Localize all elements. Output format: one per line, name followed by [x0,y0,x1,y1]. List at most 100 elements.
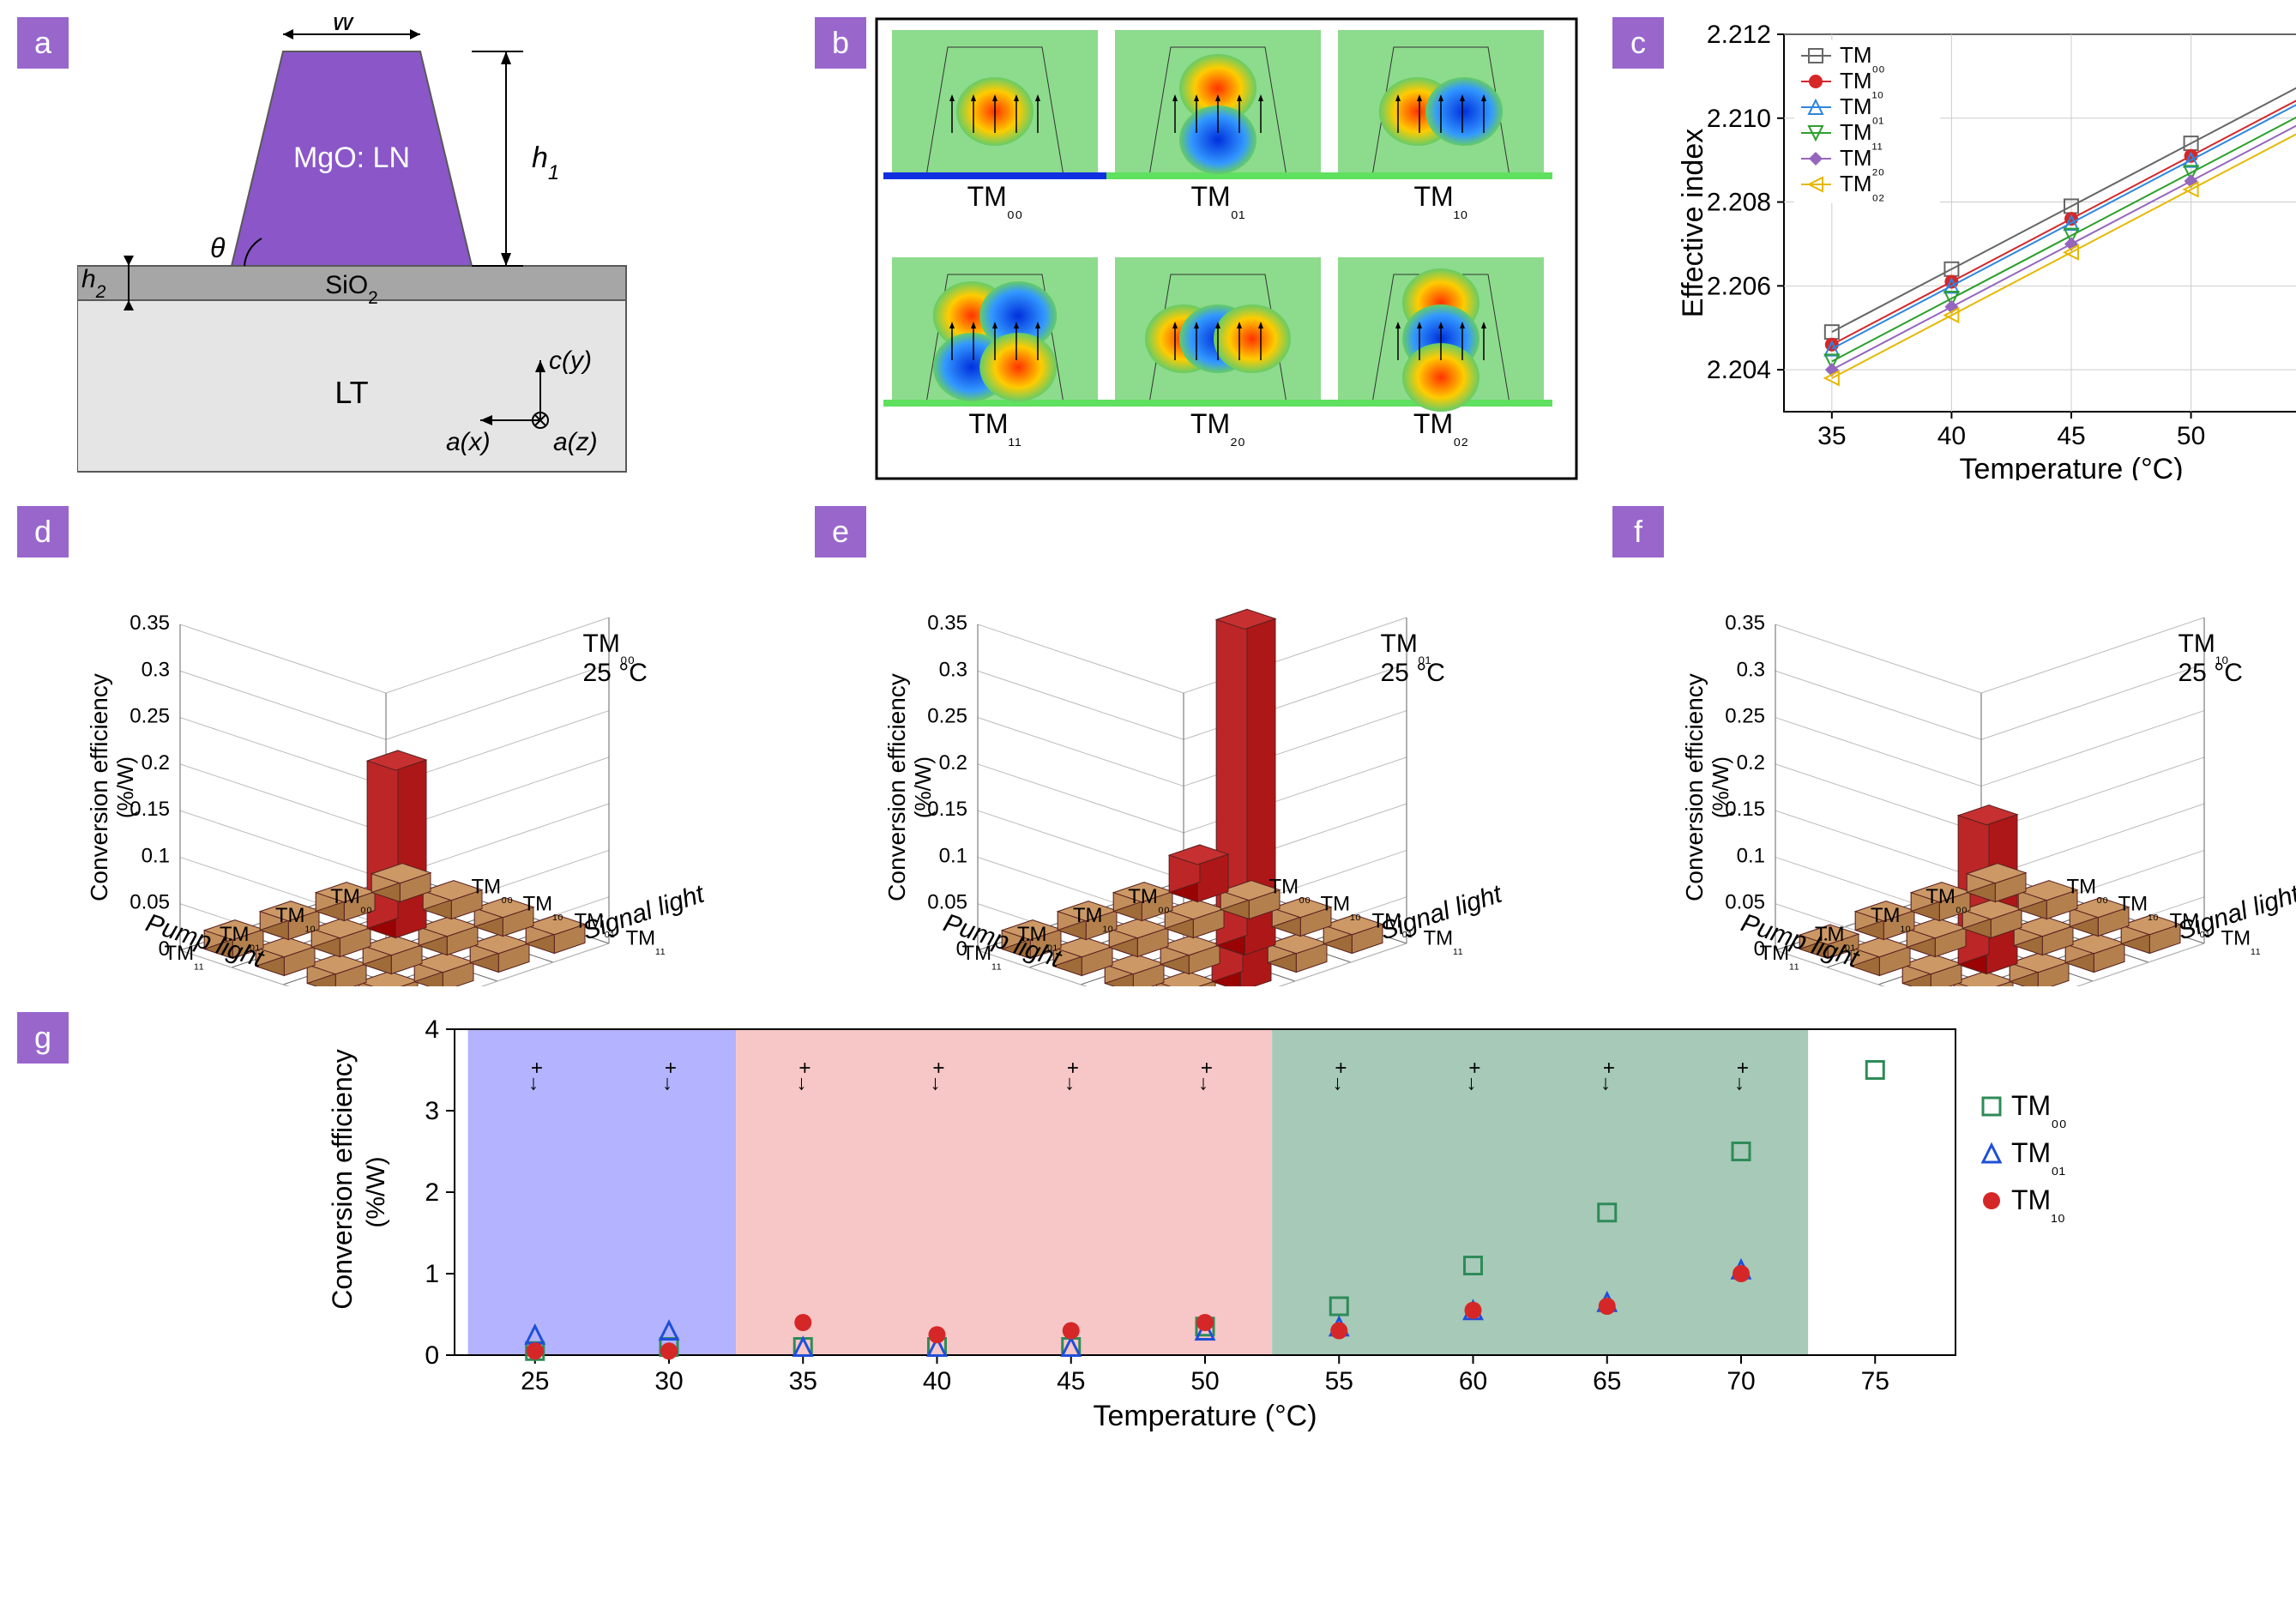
svg-text:2: 2 [425,1178,439,1207]
svg-text:3: 3 [425,1097,439,1125]
panel-label-c: c [1612,17,1664,69]
svg-text:0.3: 0.3 [1737,658,1765,681]
svg-text:+→: +→ [1731,1062,1754,1094]
svg-text:25: 25 [521,1367,549,1395]
svg-text:0.3: 0.3 [142,658,170,681]
svg-text:LT: LT [334,375,368,410]
svg-text:25 °C: 25 °C [583,659,648,687]
panel-e: e 00.050.10.150.20.250.30.35TM₀₀TM₀₀TM₁₀… [815,506,1578,986]
panel-label-f: f [1612,506,1664,557]
panel-f: f 00.050.10.150.20.250.30.35TM₀₀TM₀₀TM₁₀… [1612,506,2296,986]
svg-text:+→: +→ [1061,1062,1084,1094]
svg-text:45: 45 [1057,1367,1085,1395]
svg-text:0.35: 0.35 [927,612,967,635]
svg-text:60: 60 [1459,1367,1487,1395]
svg-text:40: 40 [923,1367,951,1395]
svg-text:h1: h1 [532,142,559,184]
panel-label-e: e [815,506,866,557]
svg-text:TM₀₁: TM₀₁ [2011,1137,2065,1178]
svg-text:55: 55 [1325,1367,1353,1395]
svg-text:50: 50 [1190,1367,1219,1395]
panel-label-b: b [815,17,866,69]
svg-text:w: w [333,17,356,37]
svg-text:TM₂₀: TM₂₀ [1190,408,1245,449]
svg-text:Conversion efficiency: Conversion efficiency [327,1049,358,1310]
svg-text:35: 35 [789,1367,817,1395]
svg-text:25 °C: 25 °C [2178,659,2243,687]
svg-text:25 °C: 25 °C [1381,659,1445,687]
bar3d-e: 00.050.10.150.20.250.30.35TM₀₀TM₀₀TM₁₀TM… [875,506,1578,986]
panel-label-g: g [17,1012,69,1064]
svg-text:45: 45 [2057,422,2085,450]
svg-text:0: 0 [425,1341,439,1370]
svg-text:75: 75 [1861,1367,1889,1395]
svg-text:a(x): a(x) [446,428,491,456]
svg-text:2.206: 2.206 [1707,272,1771,300]
bar3d-d: 00.050.10.150.20.250.30.35TM₀₀TM₀₀TM₁₀TM… [77,506,780,986]
svg-text:(%/W): (%/W) [112,756,138,818]
svg-text:Pump light: Pump light [940,908,1066,973]
effective-index-chart: 35404550552.2042.2062.2082.2102.212Tempe… [1672,17,2296,480]
svg-text:2.208: 2.208 [1707,189,1771,217]
svg-text:+→: +→ [792,1062,816,1094]
svg-text:0.1: 0.1 [1737,844,1765,867]
svg-text:2.204: 2.204 [1707,356,1771,384]
svg-text:+→: +→ [659,1062,682,1094]
svg-text:2.212: 2.212 [1707,21,1771,49]
svg-text:TM₁₁: TM₁₁ [968,408,1021,449]
svg-text:Conversion efficiency: Conversion efficiency [883,673,910,901]
svg-text:0.35: 0.35 [130,612,170,635]
svg-text:50: 50 [2177,422,2205,450]
svg-text:TM₁₀: TM₁₀ [1413,181,1467,221]
svg-text:MgO: LN: MgO: LN [293,142,410,174]
svg-text:TM₁₀: TM₁₀ [2011,1184,2065,1225]
svg-text:4: 4 [425,1015,439,1044]
svg-text:Temperature (°C): Temperature (°C) [1093,1400,1317,1432]
svg-text:70: 70 [1727,1367,1755,1395]
svg-text:+→: +→ [1329,1062,1352,1094]
svg-text:0.1: 0.1 [142,844,170,867]
svg-text:Pump light: Pump light [1738,908,1864,973]
panel-d: d 00.050.10.150.20.250.30.35TM₀₀TM₀₀TM₁₀… [17,506,780,986]
panel-b: b TM₀₀TM₀₁TM₁₀TM₁₁TM₂₀TM₀₂ [815,17,1578,480]
svg-text:0.1: 0.1 [939,844,967,867]
svg-text:Temperature (°C): Temperature (°C) [1959,453,2183,480]
panel-a: a wh1θh2MgO: LNSiO2LTc(y)a(x)a(z) [17,17,780,480]
svg-text:TM₀₁: TM₀₁ [1190,181,1244,221]
svg-text:TM₀₂: TM₀₂ [1413,408,1468,449]
svg-text:2.210: 2.210 [1707,105,1771,133]
svg-text:0.3: 0.3 [939,658,967,681]
svg-text:Effective index: Effective index [1677,129,1709,318]
svg-text:+→: +→ [1597,1062,1620,1094]
svg-text:1: 1 [425,1260,439,1288]
svg-text:a(z): a(z) [553,428,598,456]
svg-text:+→: +→ [1463,1062,1486,1094]
waveguide-cross-section: wh1θh2MgO: LNSiO2LTc(y)a(x)a(z) [77,17,695,480]
bar3d-f: 00.050.10.150.20.250.30.35TM₀₀TM₀₀TM₁₀TM… [1672,506,2296,986]
svg-text:Pump light: Pump light [142,908,268,973]
temperature-efficiency-chart: 25 30 35 40 45 50 55 60 65 70 75 0 1 2 3 4 Temperature (… [283,1012,2170,1441]
svg-text:+→: +→ [525,1062,548,1094]
svg-text:0.25: 0.25 [927,705,967,728]
svg-text:TM₀₀: TM₀₀ [2011,1090,2067,1130]
svg-text:0.25: 0.25 [1725,705,1765,728]
svg-text:+→: +→ [927,1062,950,1094]
svg-text:(%/W): (%/W) [1708,756,1733,818]
mode-profiles: TM₀₀TM₀₁TM₁₀TM₁₁TM₂₀TM₀₂ [875,17,1578,480]
svg-text:0.2: 0.2 [1737,751,1765,774]
svg-text:(%/W): (%/W) [362,1156,390,1227]
svg-text:+→: +→ [1195,1062,1218,1094]
svg-text:Conversion efficiency: Conversion efficiency [1681,673,1708,901]
svg-text:35: 35 [1817,422,1846,450]
svg-text:65: 65 [1593,1367,1621,1395]
panel-label-a: a [17,17,69,69]
svg-text:Conversion efficiency: Conversion efficiency [86,673,112,901]
svg-text:c(y): c(y) [549,347,592,375]
panel-c: c 35404550552.2042.2062.2082.2102.212Tem… [1612,17,2296,480]
svg-text:30: 30 [654,1367,683,1395]
svg-text:(%/W): (%/W) [910,756,936,818]
svg-text:0.35: 0.35 [1725,612,1765,635]
svg-text:0.25: 0.25 [130,705,170,728]
svg-text:0.2: 0.2 [939,751,967,774]
panel-g: g 25 30 35 40 45 50 55 60 65 70 75 0 1 2 3 4 Temperature… [17,1012,2296,1441]
